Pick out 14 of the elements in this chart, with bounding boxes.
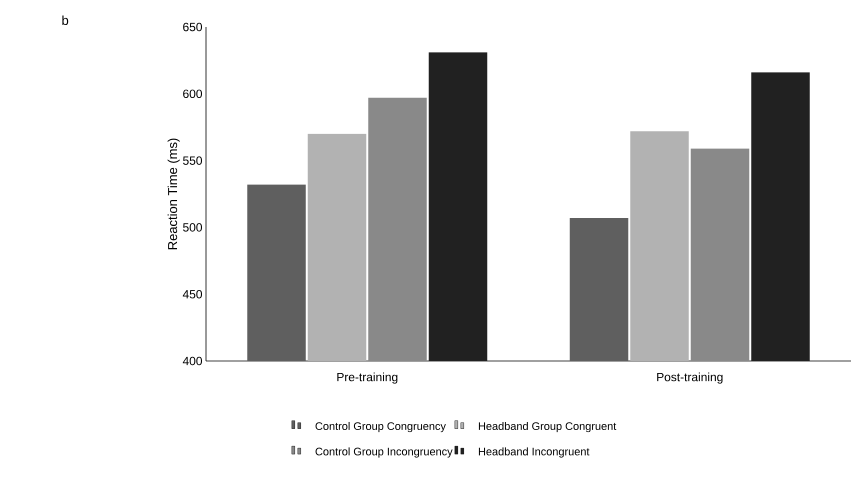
- legend-label: Control Group Congruency: [316, 422, 446, 432]
- legend-label: Control Group Incongruency: [316, 447, 453, 458]
- y-tick-label: 650: [183, 22, 202, 32]
- y-tick-label: 400: [182, 356, 202, 366]
- y-tick-label: 600: [183, 90, 202, 98]
- x-tick-label: Pre-training: [337, 372, 398, 384]
- y-tick-label: 500: [183, 223, 202, 232]
- y-tick-label: 550: [183, 156, 202, 165]
- legend-label: Headband Incongruent: [478, 447, 590, 458]
- legend-label: Headband Group Congruent: [478, 422, 616, 432]
- y-axis-title: Reaction Time (ms): [168, 138, 180, 250]
- text: b: [62, 16, 68, 26]
- y-tick-label: 450: [182, 290, 202, 298]
- x-tick-label: Post-training: [657, 372, 723, 384]
